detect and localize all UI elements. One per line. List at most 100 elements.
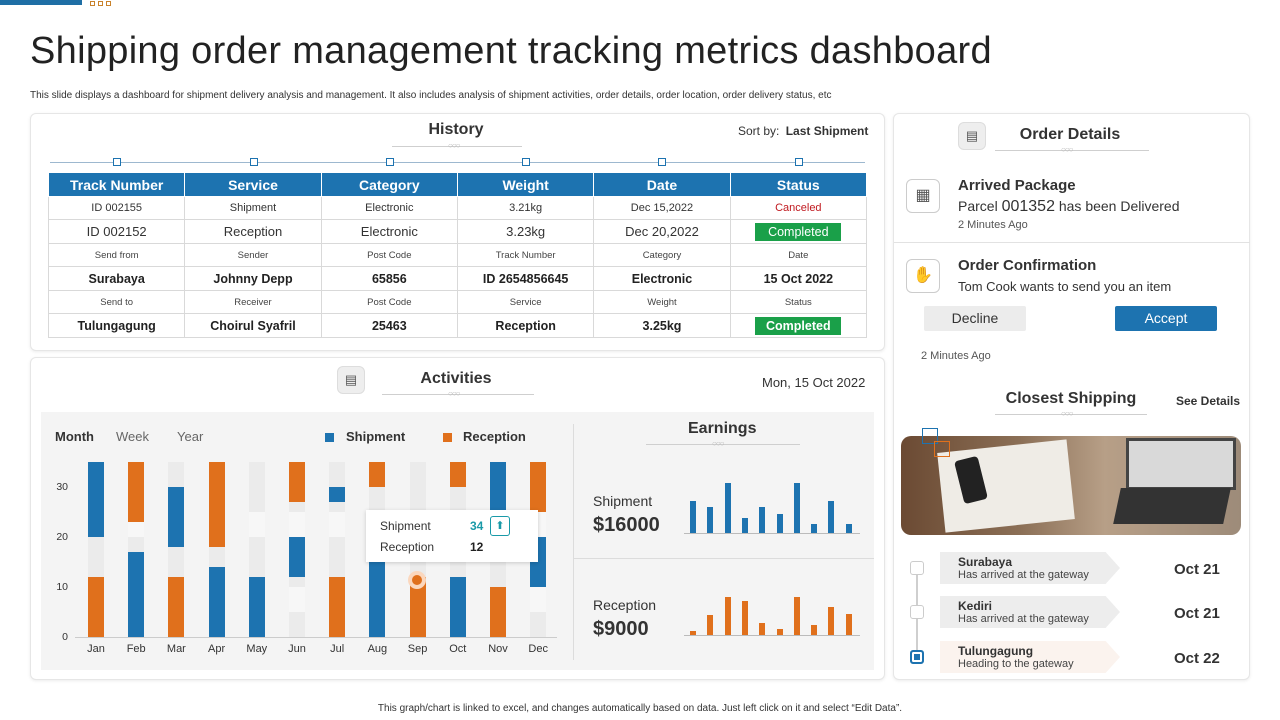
earnings-bar-reception	[690, 631, 696, 635]
activities-title: Activities	[420, 370, 492, 387]
bar-reception-jul[interactable]	[329, 577, 346, 637]
see-details-link[interactable]: See Details	[1176, 394, 1241, 408]
field-label: Send to	[47, 290, 186, 314]
bar-reception-jun[interactable]	[289, 462, 305, 502]
bar-reception-jan[interactable]	[88, 577, 104, 637]
bar-shipment-jul[interactable]	[329, 487, 346, 502]
table-cell: Completed	[729, 313, 868, 338]
column-header[interactable]: Status	[729, 172, 868, 197]
top-accent-bar	[0, 0, 82, 5]
arrived-package-title: Arrived Package	[958, 177, 1076, 194]
bar-shipment-oct[interactable]	[449, 577, 466, 637]
bar-shipment-apr[interactable]	[208, 567, 225, 637]
bar-reception-feb[interactable]	[128, 462, 145, 522]
table-cell: Electronic	[593, 266, 731, 291]
accent-square	[106, 1, 111, 6]
bar-reception-apr[interactable]	[208, 462, 225, 547]
history-table: Track Number Service Category Weight Dat…	[47, 172, 868, 338]
table-row: Send to Receiver Post Code Service Weigh…	[47, 290, 868, 314]
column-header[interactable]: Category	[320, 172, 458, 197]
field-label: Category	[593, 243, 731, 267]
tab-year[interactable]: Year	[177, 429, 204, 444]
column-header[interactable]: Service	[184, 172, 322, 197]
shipping-item[interactable]: Tulungagung Heading to the gateway	[940, 641, 1120, 673]
column-handle[interactable]	[522, 158, 530, 166]
column-header[interactable]: Weight	[456, 172, 595, 197]
image-handle[interactable]	[934, 441, 950, 457]
table-cell: Surabaya	[47, 266, 186, 291]
hover-marker[interactable]	[408, 571, 426, 589]
status-badge-completed: Completed	[755, 222, 842, 241]
earnings-bar-shipment	[845, 524, 852, 533]
timeline-marker-active	[910, 650, 924, 664]
x-tick-label: Jun	[288, 643, 306, 655]
earnings-bar-reception	[793, 597, 800, 635]
bar-reception-nov[interactable]	[490, 587, 506, 637]
column-header[interactable]: Date	[593, 172, 731, 197]
earnings-bar-shipment	[724, 483, 731, 533]
column-handle-line	[50, 162, 865, 163]
accept-button[interactable]: Accept	[1115, 306, 1217, 331]
x-tick-label: May	[246, 643, 268, 655]
column-handle[interactable]	[250, 158, 258, 166]
bar-shipment-feb[interactable]	[128, 552, 145, 637]
table-cell: ID 002155	[47, 196, 186, 220]
shipping-city: Surabaya	[958, 555, 1013, 569]
history-title: History	[428, 121, 484, 138]
tooltip-shipment-label: Shipment	[380, 519, 431, 533]
shipping-item[interactable]: Kediri Has arrived at the gateway	[940, 596, 1120, 628]
photo-paper	[937, 439, 1075, 533]
table-row[interactable]: ID 002152 Reception Electronic 3.23kg De…	[47, 219, 868, 244]
column-handle[interactable]	[113, 158, 121, 166]
field-label: Receiver	[184, 290, 322, 314]
table-row[interactable]: Surabaya Johnny Depp 65856 ID 2654856645…	[47, 266, 868, 291]
bar-reception-dec[interactable]	[530, 462, 547, 512]
shipping-city: Kediri	[958, 599, 993, 613]
x-tick-label: Dec	[528, 643, 548, 655]
bar-reception-mar[interactable]	[168, 577, 185, 637]
earnings-split-line	[574, 558, 874, 559]
bar-shipment-jan[interactable]	[88, 462, 104, 537]
table-row[interactable]: Tulungagung Choirul Syafril 25463 Recept…	[47, 313, 868, 338]
column-handle[interactable]	[658, 158, 666, 166]
column-handle[interactable]	[386, 158, 394, 166]
arrived-package-message: Parcel 001352 has been Delivered	[958, 198, 1180, 216]
sort-value[interactable]: Last Shipment	[785, 124, 869, 138]
shipping-item[interactable]: Surabaya Has arrived at the gateway	[940, 552, 1120, 584]
earnings-reception-label: Reception	[593, 597, 657, 613]
tab-week[interactable]: Week	[116, 429, 149, 444]
bar-shipment-aug[interactable]	[369, 562, 386, 637]
bar-reception-oct[interactable]	[449, 462, 466, 487]
sort-label: Sort by:	[738, 124, 780, 138]
bar-shipment-may[interactable]	[248, 577, 265, 637]
x-tick-label: Jan	[87, 643, 105, 655]
table-header-row: Track Number Service Category Weight Dat…	[47, 172, 868, 197]
x-tick-label: Feb	[126, 643, 146, 655]
accent-square	[98, 1, 103, 6]
order-details-title: Order Details	[1019, 126, 1121, 143]
earnings-bar-shipment	[776, 514, 783, 533]
legend-swatch-shipment	[325, 433, 334, 442]
tab-month[interactable]: Month	[55, 429, 94, 444]
mini-axis	[684, 635, 860, 636]
page-subtitle: This slide displays a dashboard for ship…	[30, 90, 832, 101]
column-handle[interactable]	[795, 158, 803, 166]
bar-reception-aug[interactable]	[369, 462, 386, 487]
column-header[interactable]: Track Number	[47, 172, 186, 197]
table-cell: ID 2654856645	[456, 266, 595, 291]
photo-laptop-screen	[1126, 438, 1236, 490]
table-cell: Johnny Depp	[184, 266, 322, 291]
bar-shipment-mar[interactable]	[168, 487, 185, 547]
decline-button[interactable]: Decline	[924, 306, 1026, 331]
bar-reception-sep[interactable]	[409, 577, 426, 637]
earnings-bar-reception	[741, 601, 748, 635]
image-handle[interactable]	[922, 428, 938, 444]
field-label: Sender	[184, 243, 322, 267]
bar-shipment-jun[interactable]	[289, 537, 305, 577]
tooltip-shipment-value: 34	[470, 519, 484, 533]
bar-shipment-nov[interactable]	[490, 462, 506, 512]
shipping-date: Oct 21	[1174, 605, 1220, 622]
earnings-bar-reception	[707, 615, 714, 635]
sort-control[interactable]: Sort by: Last Shipment	[738, 124, 868, 138]
table-row[interactable]: ID 002155 Shipment Electronic 3.21kg Dec…	[47, 196, 868, 220]
